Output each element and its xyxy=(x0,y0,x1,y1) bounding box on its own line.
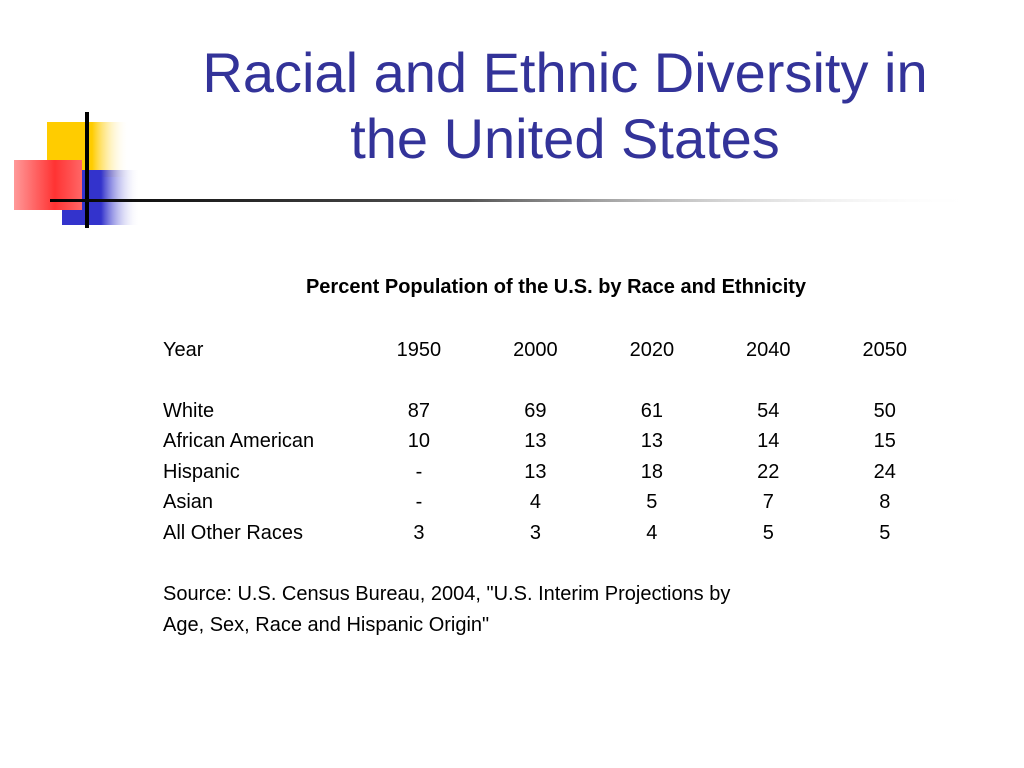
table-cell: 4 xyxy=(646,521,658,544)
row-label: Asian xyxy=(163,491,214,514)
table-cell: 13 xyxy=(640,430,663,453)
table-row: African American 10 13 13 14 15 xyxy=(163,427,943,458)
table-row: Asian - 4 5 7 8 xyxy=(163,488,943,519)
table-cell: - xyxy=(415,460,423,483)
table-cell: 10 xyxy=(407,430,431,453)
table-cell: 8 xyxy=(879,491,891,514)
table-cell: - xyxy=(415,491,423,514)
row-label: White xyxy=(163,399,215,422)
table-cell: 5 xyxy=(762,521,774,544)
table-cell: 5 xyxy=(879,521,891,544)
table-row: All Other Races 3 3 4 5 5 xyxy=(163,518,943,549)
header-year: 2050 xyxy=(862,338,908,361)
header-year: 2000 xyxy=(513,338,558,361)
table-cell: 18 xyxy=(640,460,663,483)
row-label: All Other Races xyxy=(163,521,304,544)
row-label: African American xyxy=(163,430,315,453)
deco-vertical-line xyxy=(85,112,89,228)
deco-red-square xyxy=(14,160,82,210)
table-row: Hispanic - 13 18 22 24 xyxy=(163,457,943,488)
slide-title-line1: Racial and Ethnic Diversity in xyxy=(202,41,928,104)
header-year: 2020 xyxy=(629,338,675,361)
population-table: Year 1950 2000 2020 2040 2050 White 87 6… xyxy=(163,335,943,549)
table-cell: 13 xyxy=(524,430,547,453)
title-decoration xyxy=(14,112,980,228)
table-cell: 7 xyxy=(762,491,774,514)
table-cell: 15 xyxy=(873,430,896,453)
table-cell: 14 xyxy=(757,430,780,453)
table-cell: 24 xyxy=(873,460,896,483)
source-line2: Age, Sex, Race and Hispanic Origin" xyxy=(163,613,490,636)
table-cell: 69 xyxy=(524,399,547,422)
table-cell: 5 xyxy=(646,491,658,514)
table-spacer-row xyxy=(163,366,943,397)
slide-title: Racial and Ethnic Diversity in the Unite… xyxy=(150,40,980,172)
table-title: Percent Population of the U.S. by Race a… xyxy=(305,276,807,298)
table-header-row: Year 1950 2000 2020 2040 2050 xyxy=(163,335,943,366)
table-cell: 87 xyxy=(407,399,431,422)
table-cell: 4 xyxy=(529,491,541,514)
table-cell: 54 xyxy=(757,399,780,422)
slide-title-line2: the United States xyxy=(350,107,780,170)
header-label: Year xyxy=(163,338,204,361)
row-label: Hispanic xyxy=(163,460,240,483)
deco-horizontal-line xyxy=(50,199,980,202)
table-cell: 50 xyxy=(873,399,896,422)
source-citation: Source: U.S. Census Bureau, 2004, "U.S. … xyxy=(163,579,903,641)
table-row: White 87 69 61 54 50 xyxy=(163,396,943,427)
table-cell: 3 xyxy=(413,521,425,544)
header-year: 2040 xyxy=(746,338,791,361)
header-year: 1950 xyxy=(396,338,442,361)
table-cell: 61 xyxy=(640,399,663,422)
table-cell: 22 xyxy=(757,460,780,483)
population-table-section: Percent Population of the U.S. by Race a… xyxy=(163,276,943,641)
source-line1: Source: U.S. Census Bureau, 2004, "U.S. … xyxy=(163,582,731,605)
table-cell: 13 xyxy=(524,460,547,483)
table-cell: 3 xyxy=(529,521,541,544)
